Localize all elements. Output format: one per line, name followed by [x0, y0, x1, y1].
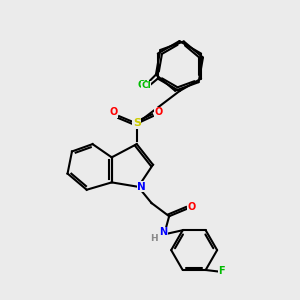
Text: O: O — [109, 107, 117, 117]
Text: O: O — [155, 107, 163, 117]
Text: S: S — [133, 118, 141, 128]
Text: H: H — [150, 234, 157, 243]
Text: N: N — [159, 227, 167, 237]
Text: Cl: Cl — [138, 80, 148, 90]
Text: Cl: Cl — [141, 82, 151, 91]
Text: F: F — [218, 266, 225, 277]
Text: O: O — [188, 202, 196, 212]
Text: N: N — [137, 182, 146, 192]
